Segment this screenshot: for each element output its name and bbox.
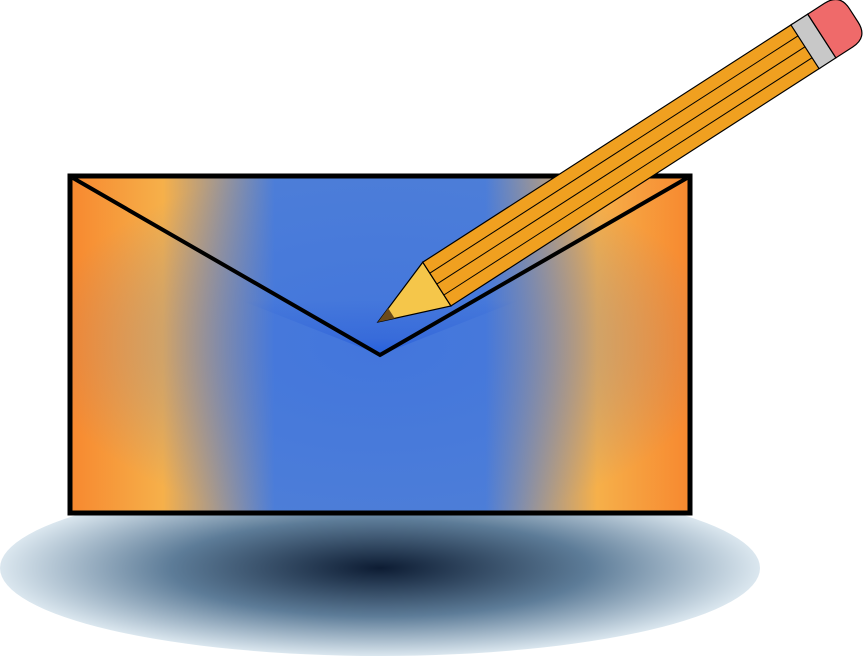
envelope-icon (67, 173, 693, 516)
pencil-icon (376, 0, 863, 323)
shadow (0, 480, 760, 656)
envelope-flap (72, 176, 688, 358)
